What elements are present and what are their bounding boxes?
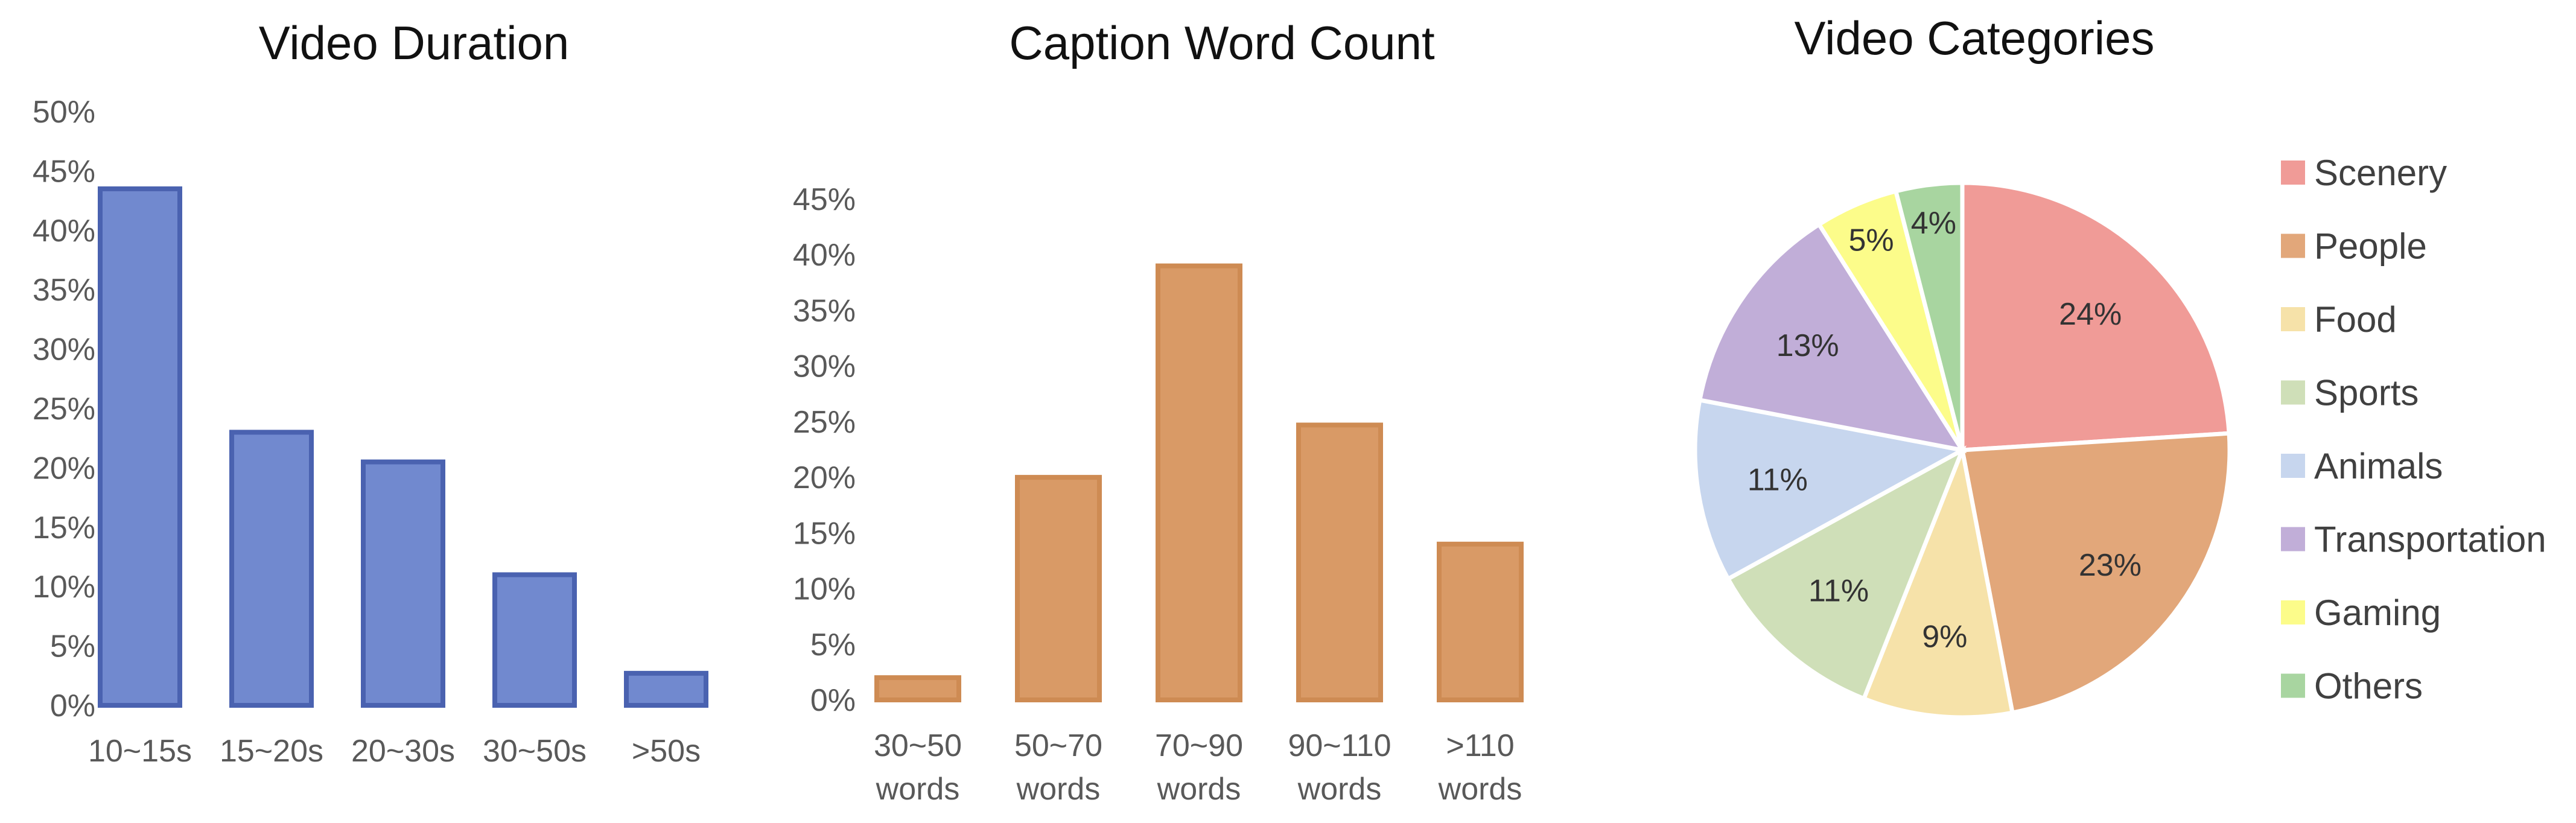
x-tick-label: words [1016, 772, 1101, 807]
y-tick-label: 15% [33, 510, 95, 545]
y-tick-label: 15% [793, 516, 856, 551]
bar [229, 430, 314, 708]
legend-label: Sports [2314, 373, 2419, 413]
y-tick-label: 30% [33, 332, 95, 367]
y-tick-label: 10% [33, 570, 95, 605]
bar [492, 572, 577, 708]
y-tick-label: 20% [33, 451, 95, 486]
x-tick-label: 90~110 [1288, 728, 1391, 763]
x-tick-label: 30~50 [874, 728, 962, 763]
pie-data-label: 9% [1922, 620, 1967, 655]
y-tick-label: 40% [793, 238, 856, 273]
y-tick-label: 5% [50, 629, 95, 664]
legend-swatch [2281, 160, 2305, 185]
x-axis: 10~15s 15~20s 20~30s 30~50s >50s [88, 734, 701, 769]
legend-swatch [2281, 307, 2305, 331]
legend-label: People [2314, 226, 2427, 267]
y-tick-label: 20% [793, 460, 856, 495]
y-tick-label: 40% [33, 214, 95, 249]
x-tick-label: 50~70 [1014, 728, 1102, 763]
pie-data-label: 23% [2079, 548, 2142, 583]
bar [1437, 541, 1524, 702]
bar [624, 670, 708, 708]
bar [98, 186, 182, 708]
legend-swatch [2281, 673, 2305, 698]
x-tick-label: 20~30s [351, 734, 455, 769]
caption-word-count-chart: Caption Word Count 0% 5% 10% 15% 20% 25% 30% 35… [793, 16, 1524, 807]
chart-title: Video Duration [259, 16, 570, 69]
chart-title: Caption Word Count [1009, 16, 1435, 69]
y-tick-label: 45% [33, 154, 95, 189]
y-tick-label: 5% [810, 628, 856, 663]
x-tick-label: words [1157, 772, 1241, 807]
y-axis: 0% 5% 10% 15% 20% 25% 30% 35% 40% 45% [793, 182, 856, 718]
x-tick-label: 10~15s [88, 734, 192, 769]
pie-data-label: 11% [1808, 574, 1869, 609]
y-tick-label: 0% [810, 683, 856, 718]
y-tick-label: 10% [793, 572, 856, 607]
chart-title: Video Categories [1795, 11, 2155, 65]
bars [98, 186, 708, 708]
legend-swatch [2281, 380, 2305, 405]
video-categories-chart: Video Categories 24% 23% 9% 11% 11% 13% 5% 4% S… [1693, 11, 2546, 720]
bar [1156, 263, 1242, 702]
legend-swatch [2281, 454, 2305, 478]
pie-data-label: 4% [1911, 206, 1956, 241]
pie-data-label: 11% [1748, 462, 1808, 497]
bar [874, 675, 961, 702]
x-tick-label: words [1438, 772, 1522, 807]
x-tick-label: 15~20s [220, 734, 323, 769]
bar [361, 459, 445, 708]
pie-slice-food [1861, 442, 2015, 720]
legend-swatch [2281, 600, 2305, 624]
y-tick-label: 35% [793, 293, 856, 328]
bar [1296, 422, 1383, 703]
y-tick-label: 30% [793, 349, 856, 384]
x-tick-label: 30~50s [483, 734, 587, 769]
pie-slice-scenery [1960, 180, 2231, 453]
legend-swatch [2281, 234, 2305, 258]
legend-label: Animals [2314, 446, 2443, 486]
y-tick-label: 25% [793, 405, 856, 440]
pie-data-label: 5% [1849, 223, 1894, 258]
pie-data-label: 24% [2059, 297, 2122, 332]
x-tick-label: >50s [632, 734, 701, 769]
bars [874, 263, 1524, 703]
x-tick-label: words [876, 772, 960, 807]
legend-label: Others [2314, 666, 2423, 707]
legend-label: Transportation [2314, 520, 2546, 560]
y-tick-label: 25% [33, 392, 95, 427]
bar [1015, 475, 1102, 702]
x-axis: 30~50 words 50~70 words 70~90 words 90~110 word… [874, 728, 1522, 807]
video-duration-chart: Video Duration 0% 5% 10% 15% 20% 25% 30% 35% 40%… [33, 16, 708, 769]
y-tick-label: 45% [793, 182, 856, 217]
legend-label: Food [2314, 299, 2397, 340]
pie-slice-people [1959, 431, 2232, 716]
pie-data-label: 13% [1776, 328, 1839, 363]
pie-slice-animals [1693, 397, 1969, 582]
y-tick-label: 50% [33, 95, 95, 130]
y-axis: 0% 5% 10% 15% 20% 25% 30% 35% 40% 45% 50% [33, 95, 95, 723]
pie-slices [1693, 180, 2232, 720]
legend-label: Scenery [2314, 153, 2447, 193]
x-tick-label: 70~90 [1155, 728, 1243, 763]
legend-label: Gaming [2314, 593, 2441, 633]
y-tick-label: 35% [33, 273, 95, 308]
pie-data-labels: 24% 23% 9% 11% 11% 13% 5% 4% [1748, 206, 2142, 655]
y-tick-label: 0% [50, 688, 95, 723]
legend-swatch [2281, 527, 2305, 551]
x-tick-label: >110 [1446, 728, 1514, 763]
legend: Scenery People Food Sports Animals Transporta… [2281, 153, 2546, 707]
pie-slice-others [1893, 180, 1965, 451]
pie-slice-transportation [1697, 221, 1967, 453]
x-tick-label: words [1297, 772, 1382, 807]
pie-slice-sports [1725, 445, 1967, 702]
